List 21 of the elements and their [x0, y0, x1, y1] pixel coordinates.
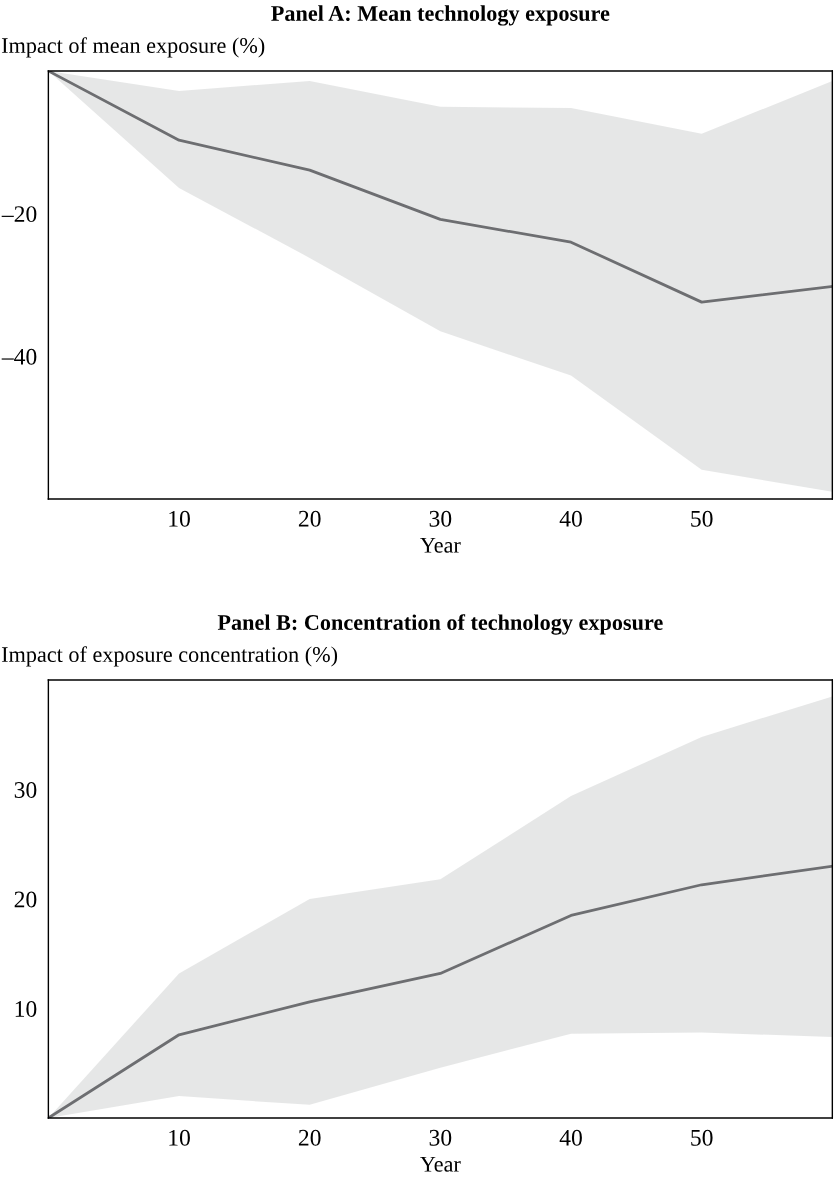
y-tick-label: –20 — [1, 206, 37, 223]
chart-title: Panel B: Concentration of technology exposure — [217, 614, 663, 635]
x-tick-label: 50 — [691, 1129, 713, 1146]
x-tick-label: 20 — [298, 1129, 321, 1146]
x-tick-label: 50 — [691, 510, 713, 527]
x-tick-label: 40 — [559, 1129, 582, 1146]
chart-title: Panel A: Mean technology exposure — [271, 5, 610, 26]
x-tick-label: 40 — [559, 510, 582, 527]
x-tick-label: 20 — [298, 510, 321, 527]
x-tick-label: 30 — [429, 1129, 452, 1146]
x-tick-label: 10 — [169, 1129, 190, 1146]
y-axis-title: Impact of mean exposure (%) — [1, 37, 265, 58]
y-tick-label: –40 — [1, 348, 37, 365]
x-axis-title: Year — [420, 1156, 461, 1172]
x-tick-label: 30 — [429, 510, 452, 527]
x-tick-label: 10 — [169, 510, 190, 527]
y-tick-label: 20 — [14, 891, 37, 908]
y-tick-label: 30 — [14, 781, 37, 798]
y-axis-title: Impact of exposure concentration (%) — [1, 646, 338, 667]
y-tick-label: 10 — [15, 1000, 37, 1017]
x-axis-title: Year — [420, 537, 461, 553]
